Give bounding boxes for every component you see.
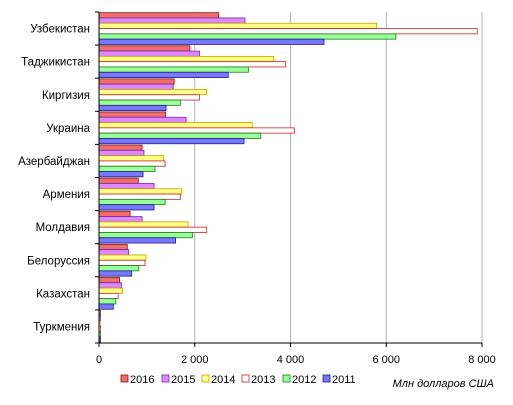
bar bbox=[98, 221, 189, 228]
bar bbox=[98, 298, 117, 305]
bar bbox=[98, 270, 132, 277]
legend-swatch bbox=[322, 374, 331, 383]
bar bbox=[98, 50, 200, 57]
bar bbox=[98, 193, 181, 200]
category-label: Узбекистан bbox=[30, 24, 90, 36]
legend-label: 2015 bbox=[171, 374, 195, 386]
x-tick-label: 2 000 bbox=[181, 354, 209, 366]
category-label: Киргизия bbox=[42, 90, 90, 102]
category-label: Туркмения bbox=[33, 321, 90, 333]
bar bbox=[98, 144, 143, 151]
bar bbox=[98, 243, 128, 251]
bar bbox=[98, 210, 131, 217]
bar bbox=[98, 22, 378, 29]
bar bbox=[98, 155, 165, 162]
bar bbox=[98, 55, 275, 63]
bar bbox=[98, 104, 167, 112]
bar bbox=[98, 78, 175, 85]
bar bbox=[98, 277, 120, 284]
bar bbox=[98, 12, 220, 19]
legend-swatch bbox=[241, 374, 250, 383]
category-label: Армения bbox=[43, 189, 90, 201]
bar bbox=[98, 188, 183, 195]
bar bbox=[98, 198, 166, 206]
bar bbox=[98, 94, 200, 101]
legend-label: 2013 bbox=[251, 374, 275, 386]
bar bbox=[98, 165, 156, 172]
bar bbox=[98, 45, 191, 52]
bar bbox=[98, 254, 147, 261]
bar bbox=[98, 61, 287, 68]
category-label: Украина bbox=[46, 123, 90, 135]
bar bbox=[98, 89, 208, 96]
bar bbox=[98, 138, 245, 145]
legend-item: 2012 bbox=[282, 374, 316, 386]
x-tick-label: 6 000 bbox=[372, 354, 400, 366]
x-tick-label: 4 000 bbox=[277, 354, 305, 366]
bar bbox=[98, 132, 262, 139]
x-tick-label: 0 bbox=[96, 354, 102, 366]
bar bbox=[98, 249, 130, 256]
category-label: Азербайджан bbox=[18, 156, 90, 168]
bar bbox=[98, 204, 155, 211]
category-label: Молдавия bbox=[36, 222, 90, 234]
bar bbox=[98, 171, 144, 178]
bar bbox=[98, 83, 174, 90]
category-labels: Узбекистан Таджикистан Киргизия Украина Азер… bbox=[18, 24, 90, 334]
bar bbox=[98, 99, 181, 106]
bar bbox=[98, 237, 176, 244]
legend-item: 2013 bbox=[241, 374, 275, 386]
bar bbox=[98, 303, 114, 310]
bar bbox=[98, 66, 249, 73]
bar bbox=[98, 292, 119, 300]
bar bbox=[98, 71, 229, 78]
bar bbox=[98, 259, 146, 266]
bar bbox=[98, 265, 140, 272]
bar bbox=[98, 216, 143, 223]
category-label: Белоруссия bbox=[27, 255, 90, 267]
legend: 2016 2015 2014 2013 2012 2011 bbox=[120, 374, 356, 386]
legend-item: 2014 bbox=[201, 374, 235, 386]
axes bbox=[95, 11, 483, 347]
x-tick-label: 8 000 bbox=[468, 354, 496, 366]
legend-item: 2011 bbox=[322, 374, 356, 386]
bar bbox=[98, 33, 397, 40]
legend-item: 2016 bbox=[120, 374, 154, 386]
bar bbox=[98, 232, 193, 239]
legend-label: 2012 bbox=[292, 374, 316, 386]
bar bbox=[98, 116, 187, 123]
legend-label: 2011 bbox=[332, 374, 356, 386]
legend-label: 2014 bbox=[211, 374, 235, 386]
legend-label: 2016 bbox=[130, 374, 154, 386]
legend-item: 2015 bbox=[161, 374, 195, 386]
legend-swatch bbox=[282, 374, 291, 383]
x-axis-unit-label: Млн долларов США bbox=[393, 378, 494, 390]
legend-swatch bbox=[161, 374, 170, 383]
bar bbox=[98, 287, 123, 294]
x-tick-labels: 0 2 000 4 000 6 000 8 000 bbox=[96, 354, 496, 366]
legend-swatch bbox=[201, 374, 210, 383]
bar bbox=[98, 111, 166, 118]
bar bbox=[98, 149, 145, 157]
bar bbox=[98, 127, 295, 134]
bar bbox=[98, 160, 166, 167]
bar bbox=[98, 122, 253, 129]
category-label: Таджикистан bbox=[21, 57, 90, 69]
bar bbox=[98, 226, 208, 233]
bar bbox=[98, 28, 478, 35]
bar bbox=[98, 282, 122, 289]
bar bbox=[98, 177, 139, 184]
category-group bbox=[98, 310, 101, 343]
category-label: Казахстан bbox=[36, 288, 90, 300]
legend-swatch bbox=[120, 374, 129, 383]
bar bbox=[98, 183, 155, 190]
bar bbox=[98, 38, 325, 45]
bar bbox=[98, 17, 246, 24]
